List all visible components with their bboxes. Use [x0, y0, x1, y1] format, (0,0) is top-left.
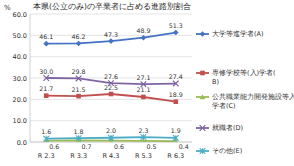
- legend-line-text: その他(E): [212, 147, 242, 155]
- legend-label: 大学等進学者(A): [212, 30, 264, 38]
- y-tick-label: 60.0: [13, 11, 27, 19]
- legend-marker: [200, 71, 205, 76]
- legend: 大学等進学者(A) 専修学校等(入)学者(B) 公共職業能力開発施設等入学者(C) 就…: [196, 30, 294, 155]
- point: [109, 92, 114, 97]
- grid-line: [30, 14, 192, 15]
- legend-label: 公共職業能力開発施設等入学者(C): [212, 93, 294, 110]
- point: [173, 81, 179, 87]
- y-tick-label: 0.0: [17, 139, 27, 147]
- data-label: 27.4: [169, 73, 183, 80]
- data-label: 1.8: [74, 128, 84, 135]
- legend-label: 専修学校等(入)学者(B): [212, 69, 276, 86]
- data-label: 0.6: [114, 143, 124, 150]
- data-labels: 46.1 46.2 47.3 48.9 51.3 21.7 21.5 22.5 21.1 18.9…: [39, 22, 189, 150]
- data-label: 22.5: [104, 84, 118, 91]
- legend-line-text: 公共職業能力開発施設等入: [212, 93, 294, 101]
- point: [141, 35, 147, 41]
- point: [76, 135, 82, 141]
- point: [43, 41, 49, 47]
- data-label: 21.1: [136, 86, 150, 93]
- data-label: 0.4: [179, 143, 189, 150]
- data-label: 1.6: [41, 128, 51, 135]
- point: [108, 135, 114, 141]
- data-label: 48.9: [136, 27, 150, 34]
- y-label: %: [4, 4, 11, 12]
- data-label: 0.5: [146, 143, 156, 150]
- data-label: 21.5: [72, 86, 86, 93]
- legend-line-text: B): [212, 78, 219, 86]
- point: [76, 94, 81, 99]
- title: 本県(公立のみ)の卒業者に占める進路別割合: [33, 2, 191, 11]
- point: [173, 135, 179, 141]
- legend-marker: [200, 148, 206, 154]
- legend-line-text: 就職者(D): [212, 124, 243, 132]
- y-tick-label: 20.0: [13, 96, 27, 104]
- legend-line-text: 学者(C): [212, 102, 236, 110]
- data-label: 47.3: [104, 31, 118, 38]
- point: [76, 76, 82, 82]
- data-label: 51.3: [169, 22, 183, 29]
- point: [44, 93, 49, 98]
- point: [43, 75, 49, 81]
- data-label: 30.0: [39, 68, 53, 75]
- data-label: 2.3: [138, 127, 148, 134]
- y-tick-label: 50.0: [13, 32, 27, 40]
- y-tick-label: 40.0: [13, 53, 27, 61]
- point: [43, 136, 49, 142]
- data-label: 18.9: [169, 91, 183, 98]
- legend-marker: [200, 125, 206, 131]
- point: [174, 99, 179, 104]
- legend-line-text: 大学等進学者(A): [212, 30, 264, 38]
- legend-label: その他(E): [212, 147, 242, 155]
- data-label: 1.9: [171, 127, 181, 134]
- data-label: 29.8: [72, 68, 86, 75]
- legend-label: 就職者(D): [212, 124, 243, 132]
- y-axis: [30, 14, 31, 142]
- data-label: 46.2: [72, 33, 86, 40]
- x-tick-label: R 4.3: [103, 152, 120, 160]
- y-tick-label: 10.0: [13, 117, 27, 125]
- grid-line: [30, 56, 192, 57]
- data-label: 46.1: [39, 33, 53, 40]
- data-label: 0.7: [82, 143, 92, 150]
- point: [173, 30, 179, 36]
- x-tick-label: R 6.3: [167, 152, 184, 160]
- legend-marker: [200, 31, 206, 37]
- legend-marker: [200, 94, 206, 99]
- x-tick-label: R 5.3: [135, 152, 152, 160]
- x-tick-label: R 3.3: [70, 152, 87, 160]
- data-label: 27.1: [136, 74, 150, 81]
- y-tick-label: 30.0: [13, 75, 27, 83]
- point: [108, 38, 114, 44]
- data-label: 2.0: [106, 127, 116, 134]
- plot: [43, 30, 178, 142]
- data-label: 27.6: [104, 73, 118, 80]
- point: [141, 134, 147, 140]
- legend-line-text: 専修学校等(入)学者(: [212, 69, 276, 77]
- grid-line: [30, 120, 192, 121]
- data-label: 0.6: [49, 143, 59, 150]
- point: [76, 41, 82, 47]
- data-label: 21.7: [39, 85, 53, 92]
- x-tick-label: R 2.3: [38, 152, 55, 160]
- point: [141, 95, 146, 100]
